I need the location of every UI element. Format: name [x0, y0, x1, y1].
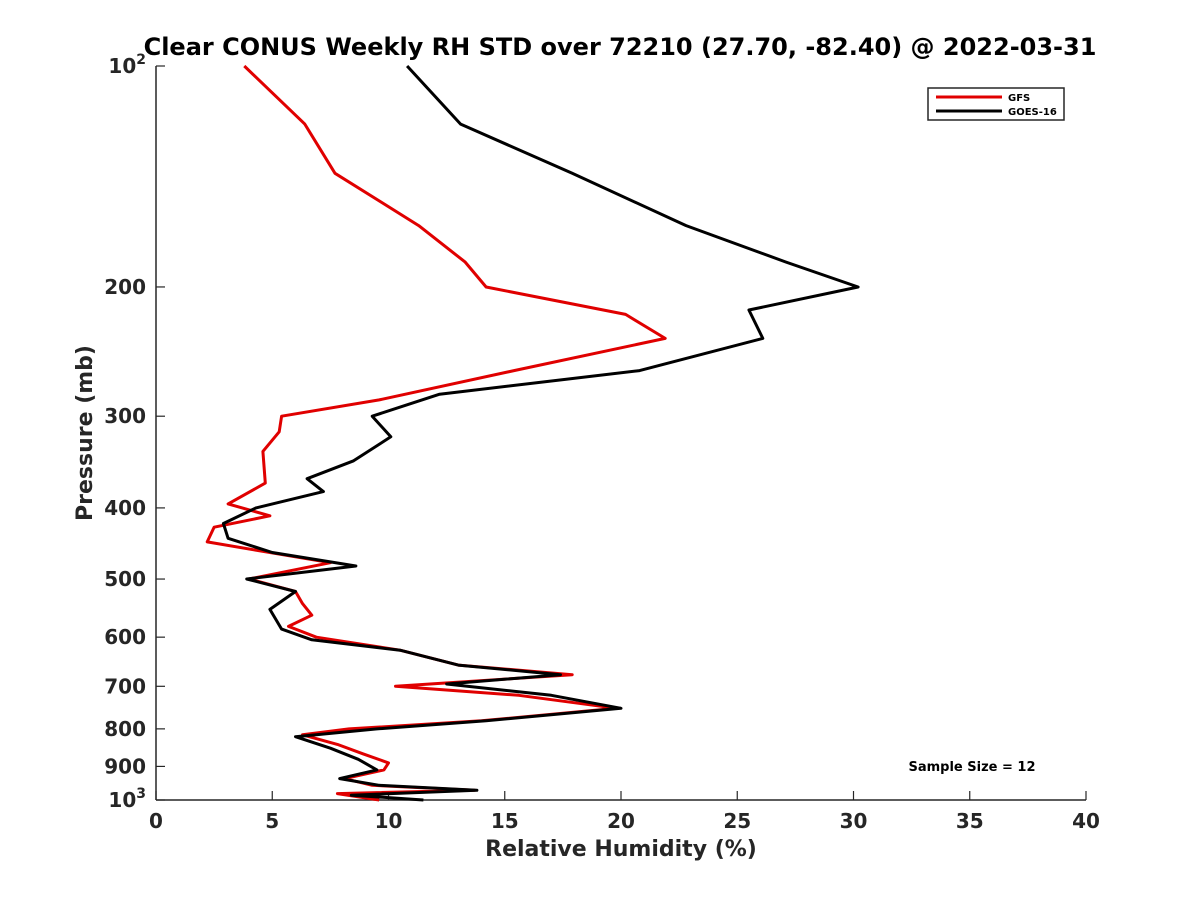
y-tick-label: 200: [104, 275, 146, 299]
x-tick-label: 15: [491, 809, 519, 833]
x-tick-label: 40: [1072, 809, 1100, 833]
x-axis-label: Relative Humidity (%): [485, 837, 757, 862]
y-tick-label: 700: [104, 674, 146, 698]
y-tick-label: 800: [104, 717, 146, 741]
y-tick-label: 102: [108, 52, 146, 78]
y-tick-exponent: 3: [136, 786, 146, 802]
y-axis-label: Pressure (mb): [73, 345, 98, 521]
x-tick-label: 10: [375, 809, 403, 833]
y-tick-label: 300: [104, 404, 146, 428]
x-tick-label: 20: [607, 809, 635, 833]
x-ticks: 0 5 10 15 20 25 30 35 40: [149, 791, 1100, 833]
y-tick-label: 400: [104, 496, 146, 520]
y-tick-label: 103: [108, 786, 146, 812]
x-tick-label: 25: [723, 809, 751, 833]
legend-box: [927, 87, 1065, 121]
series-line-goes-16: [221, 64, 860, 802]
y-tick-exponent: 2: [136, 52, 146, 68]
y-tick-label: 500: [104, 567, 146, 591]
sample-size-annotation: Sample Size = 12: [908, 760, 1035, 775]
legend: GFS GOES-16: [927, 87, 1065, 121]
series-line-gfs: [205, 64, 667, 802]
x-tick-label: 5: [265, 809, 279, 833]
y-tick-base: 10: [108, 54, 136, 78]
legend-label: GOES-16: [1008, 107, 1057, 118]
y-tick-label: 600: [104, 625, 146, 649]
y-tick-label: 900: [104, 754, 146, 778]
x-tick-label: 35: [956, 809, 984, 833]
y-tick-base: 10: [108, 788, 136, 812]
axes: [155, 66, 1086, 801]
x-tick-label: 30: [840, 809, 868, 833]
legend-label: GFS: [1008, 93, 1030, 104]
series-layer: [205, 64, 860, 802]
chart-title: Clear CONUS Weekly RH STD over 72210 (27…: [144, 33, 1097, 61]
x-tick-label: 0: [149, 809, 163, 833]
